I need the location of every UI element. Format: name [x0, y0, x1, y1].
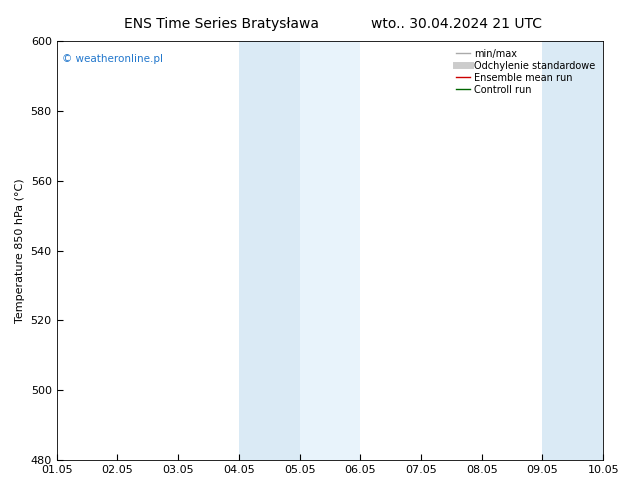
Text: ENS Time Series Bratysława: ENS Time Series Bratysława [124, 17, 320, 31]
Y-axis label: Temperature 850 hPa (°C): Temperature 850 hPa (°C) [15, 178, 25, 323]
Text: © weatheronline.pl: © weatheronline.pl [62, 53, 163, 64]
Title: ENS Time Series Bratysława      wto.. 30.04.2024 21 UTC: ENS Time Series Bratysława wto.. 30.04.2… [0, 489, 1, 490]
Bar [543, 41, 603, 460]
Text: wto.. 30.04.2024 21 UTC: wto.. 30.04.2024 21 UTC [371, 17, 542, 31]
Bar [239, 41, 299, 460]
Bar [299, 41, 360, 460]
Legend: min/max, Odchylenie standardowe, Ensemble mean run, Controll run: min/max, Odchylenie standardowe, Ensembl… [453, 46, 598, 98]
